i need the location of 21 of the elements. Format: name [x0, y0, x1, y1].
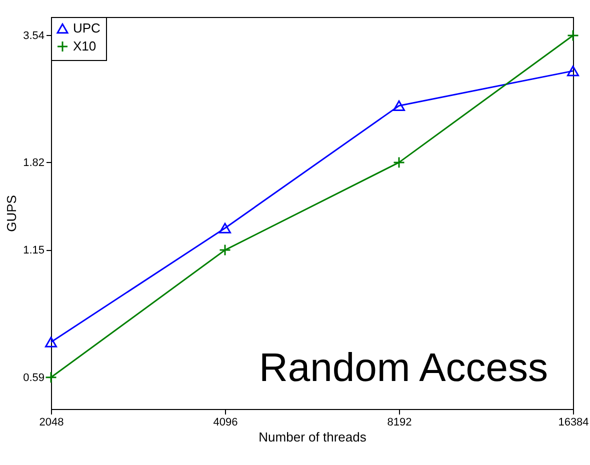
point	[45, 336, 57, 348]
x-tick-label: 2048	[39, 416, 64, 428]
point	[393, 100, 405, 112]
y-tick-label: 3.54	[23, 30, 44, 42]
point	[393, 156, 405, 168]
legend-label: X10	[73, 38, 96, 54]
point	[219, 222, 231, 234]
y-tick-label: 0.59	[23, 372, 44, 384]
x-tick-label: 8192	[387, 416, 412, 428]
annotation: Random Access	[258, 346, 548, 390]
point	[45, 371, 57, 384]
x-tick-label: 16384	[558, 416, 589, 428]
point	[219, 244, 231, 256]
x-tick-label: 4096	[213, 416, 238, 428]
x-axis-title: Number of threads	[258, 430, 367, 444]
y-tick-label: 1.82	[23, 156, 44, 169]
y-tick-label: 1.15	[23, 244, 44, 257]
point	[567, 29, 579, 42]
point	[567, 66, 579, 76]
y-axis-title: GUPS	[4, 194, 20, 232]
legend-label: UPC	[73, 20, 100, 36]
